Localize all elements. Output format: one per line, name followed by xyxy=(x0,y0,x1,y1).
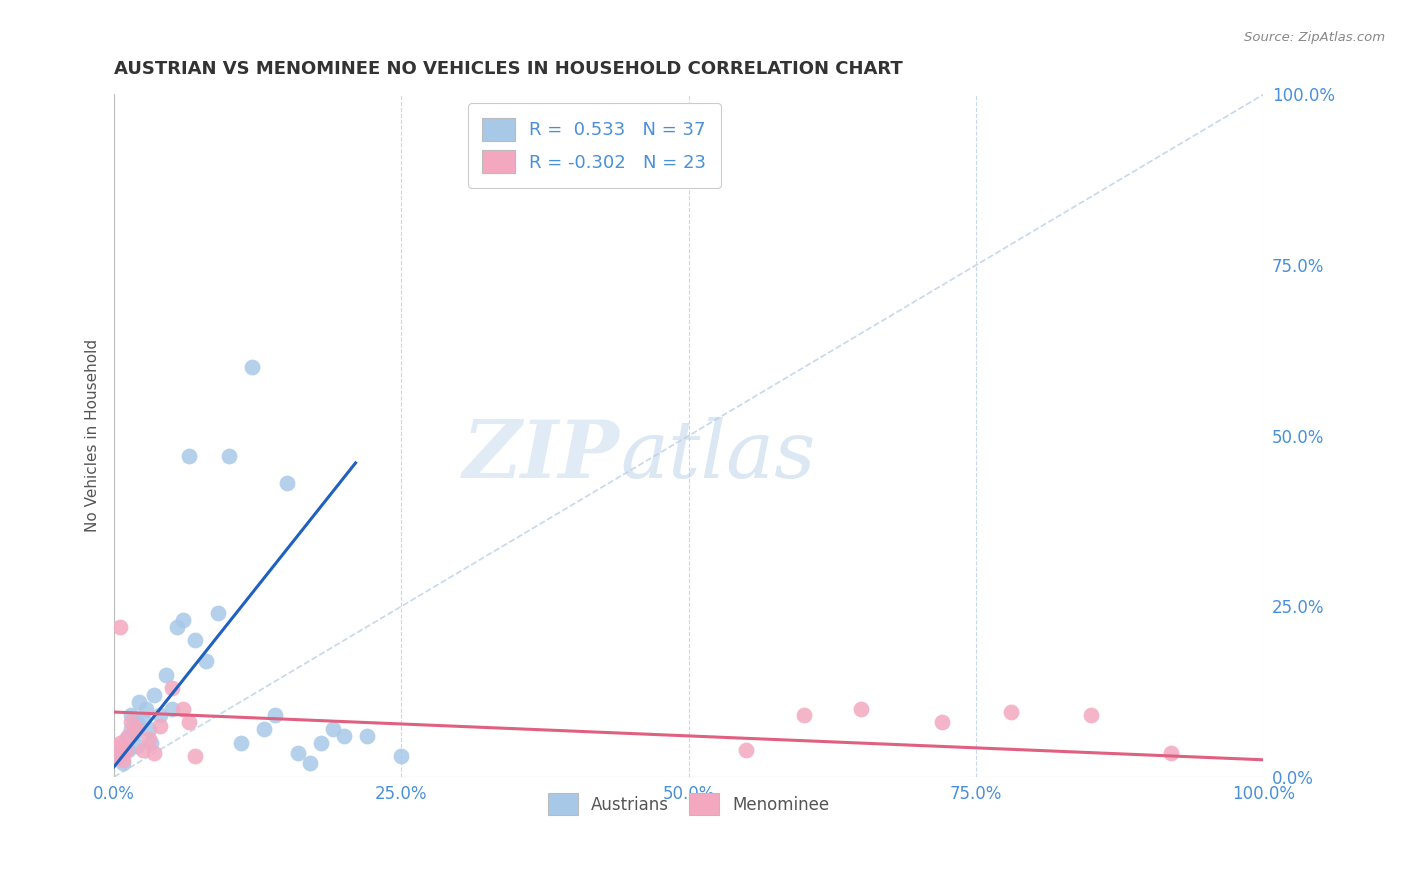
Text: atlas: atlas xyxy=(620,417,815,495)
Point xyxy=(183,633,205,648)
Point xyxy=(143,688,166,702)
Point xyxy=(264,708,287,723)
Point xyxy=(287,746,309,760)
Point xyxy=(229,736,252,750)
Point xyxy=(143,746,166,760)
Point xyxy=(117,729,139,743)
Point xyxy=(183,749,205,764)
Point xyxy=(139,736,162,750)
Point xyxy=(108,749,131,764)
Point xyxy=(851,701,873,715)
Text: Source: ZipAtlas.com: Source: ZipAtlas.com xyxy=(1244,31,1385,45)
Point xyxy=(931,715,953,730)
Point xyxy=(117,742,139,756)
Point xyxy=(298,756,321,771)
Point xyxy=(128,695,150,709)
Point xyxy=(735,742,758,756)
Point xyxy=(108,620,131,634)
Point xyxy=(309,736,332,750)
Point xyxy=(124,725,146,739)
Point xyxy=(240,360,263,375)
Point xyxy=(138,732,160,747)
Text: ZIP: ZIP xyxy=(463,417,620,495)
Point xyxy=(127,715,149,730)
Point xyxy=(114,732,136,747)
Point xyxy=(276,476,298,491)
Point xyxy=(1160,746,1182,760)
Point xyxy=(135,701,157,715)
Point xyxy=(207,606,229,620)
Point xyxy=(149,719,172,733)
Point xyxy=(172,613,194,627)
Point xyxy=(107,749,129,764)
Point xyxy=(127,739,149,753)
Point xyxy=(322,722,344,736)
Point xyxy=(166,620,188,634)
Point xyxy=(120,722,142,736)
Point xyxy=(155,667,177,681)
Point xyxy=(177,449,200,463)
Point xyxy=(132,742,155,756)
Point xyxy=(1080,708,1102,723)
Point xyxy=(120,708,142,723)
Point xyxy=(112,753,135,767)
Point xyxy=(1000,705,1022,719)
Text: AUSTRIAN VS MENOMINEE NO VEHICLES IN HOUSEHOLD CORRELATION CHART: AUSTRIAN VS MENOMINEE NO VEHICLES IN HOU… xyxy=(114,60,903,78)
Point xyxy=(132,712,155,726)
Y-axis label: No Vehicles in Household: No Vehicles in Household xyxy=(86,339,100,533)
Point xyxy=(149,708,172,723)
Point xyxy=(356,729,378,743)
Point xyxy=(138,722,160,736)
Point xyxy=(103,739,125,753)
Point xyxy=(252,722,274,736)
Point xyxy=(195,654,218,668)
Point xyxy=(172,701,194,715)
Point xyxy=(391,749,413,764)
Point xyxy=(112,756,135,771)
Point xyxy=(114,742,136,756)
Point xyxy=(793,708,815,723)
Point xyxy=(177,715,200,730)
Legend: Austrians, Menominee: Austrians, Menominee xyxy=(540,785,838,823)
Point xyxy=(120,715,142,730)
Point xyxy=(160,681,183,695)
Point xyxy=(108,736,131,750)
Point xyxy=(218,449,240,463)
Point xyxy=(160,701,183,715)
Point xyxy=(127,722,149,736)
Point xyxy=(333,729,356,743)
